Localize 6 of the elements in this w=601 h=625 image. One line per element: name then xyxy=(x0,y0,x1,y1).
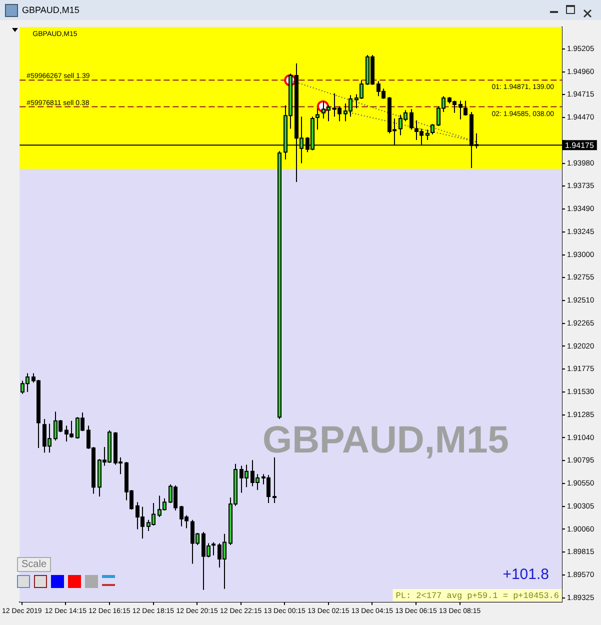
annotation: GBPAUD,M15 xyxy=(262,419,509,462)
annotation: +101.8 xyxy=(502,566,549,583)
annotation: PL: 2<177 avg p+59.1 = p+10453.6 xyxy=(396,591,559,601)
chart-title: GBPAUD,M15 xyxy=(22,4,80,17)
ref-line-label: 1.94175 xyxy=(565,141,594,150)
scale-button: Scale xyxy=(17,557,51,572)
